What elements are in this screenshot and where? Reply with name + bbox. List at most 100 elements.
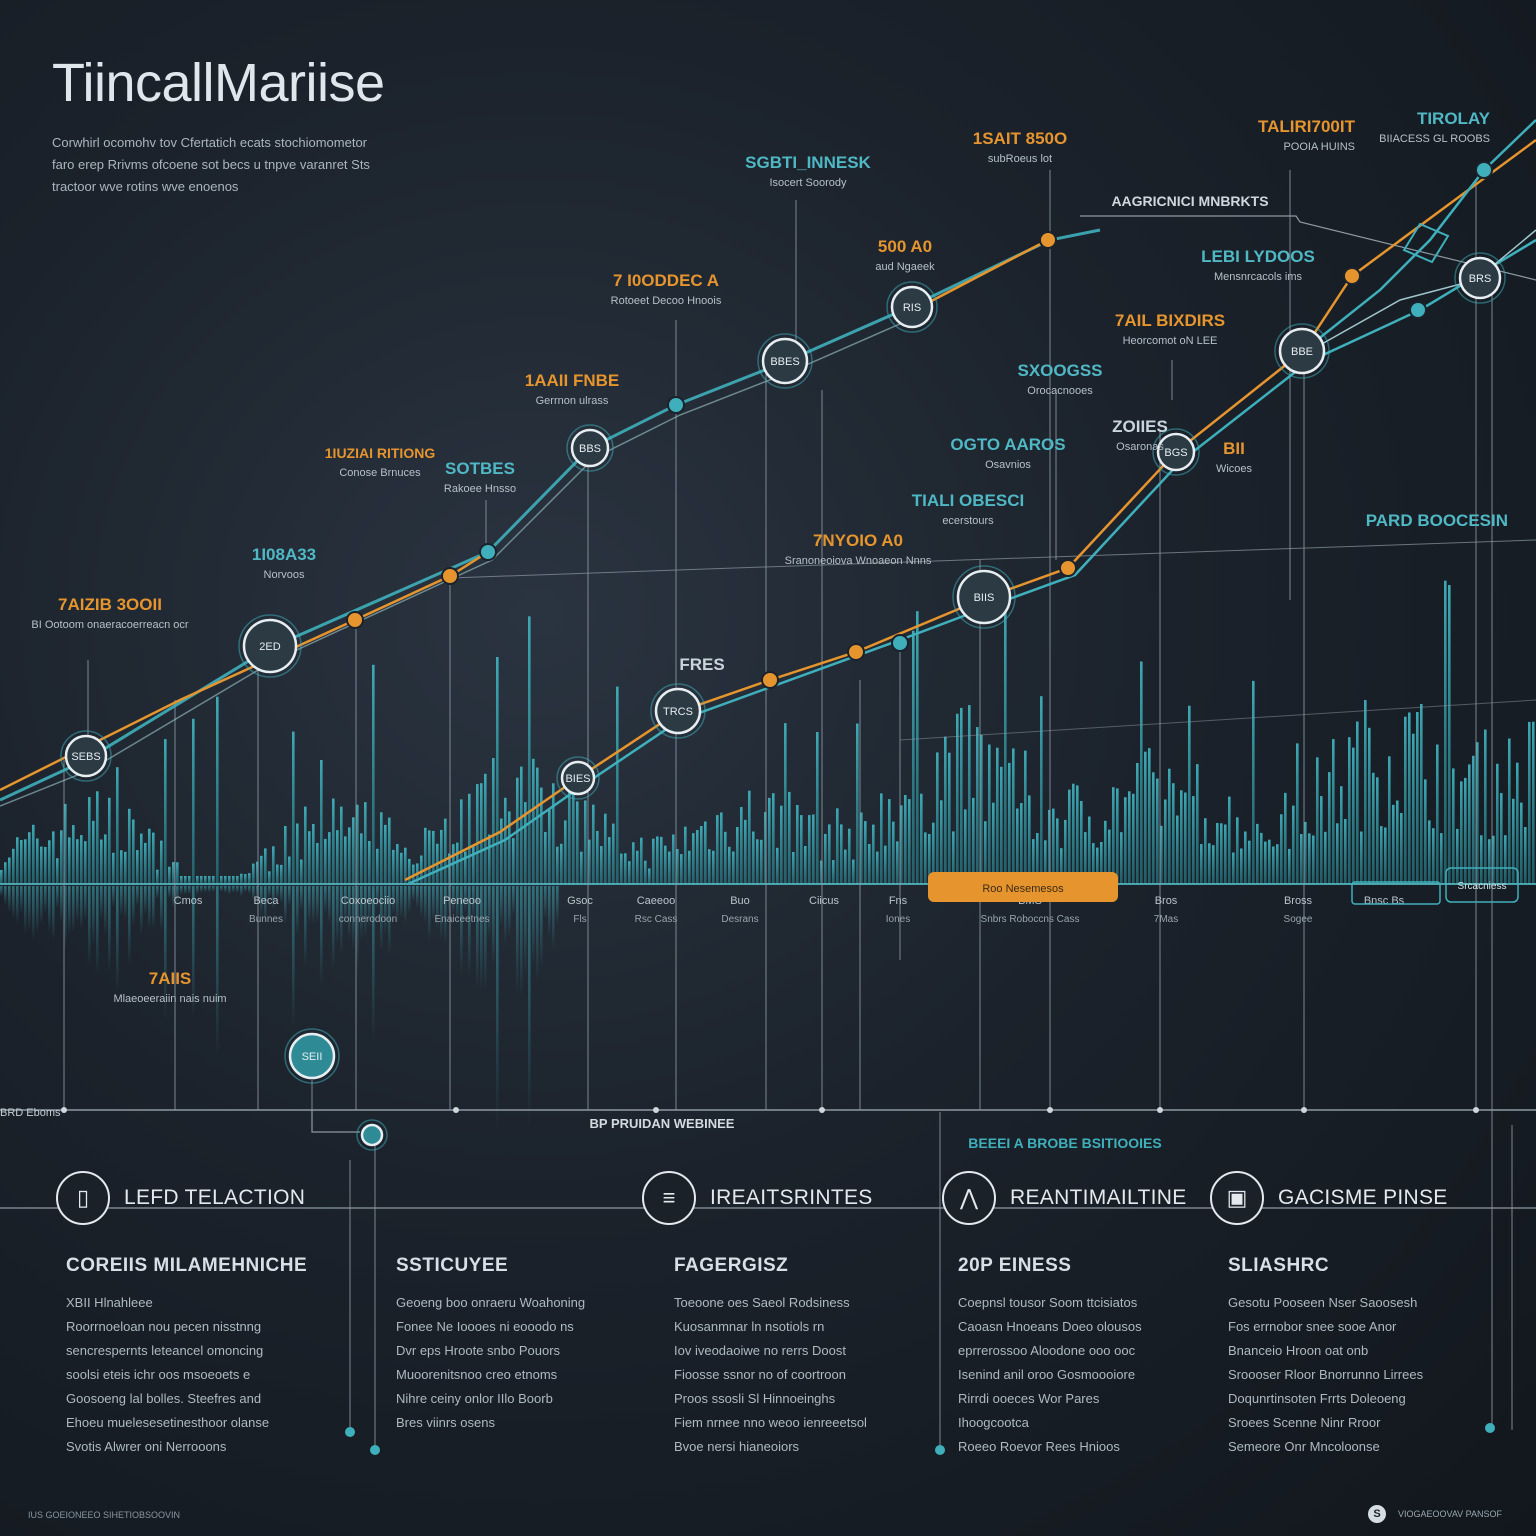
callout-heading: FRES — [679, 655, 724, 674]
spectrum-reflection — [360, 886, 363, 941]
spectrum-reflection — [64, 886, 67, 949]
spectrum-bar — [1516, 762, 1519, 884]
spectrum-bar — [192, 718, 195, 884]
spectrum-reflection — [52, 886, 55, 941]
spectrum-bar — [1508, 738, 1511, 884]
spectrum-bar — [764, 812, 767, 884]
axis-left-label: BRD Eboms — [0, 1107, 61, 1119]
spectrum-reflection — [500, 886, 503, 927]
data-node — [242, 618, 298, 674]
spectrum-reflection — [112, 886, 115, 908]
spectrum-bar — [932, 822, 935, 884]
node-label: RIS — [903, 302, 921, 314]
spectrum-bar — [1004, 602, 1007, 884]
spectrum-bar — [860, 812, 863, 884]
section-header-4: ▣ GACISME PINSE — [1210, 1171, 1448, 1225]
spectrum-bar — [1452, 768, 1455, 884]
callout-sub: subRoeus lot — [988, 153, 1052, 165]
spectrum-reflection — [556, 886, 559, 925]
spectrum-bar — [1216, 823, 1219, 884]
spectrum-bar — [296, 823, 299, 884]
spectrum-reflection — [96, 886, 99, 975]
spectrum-bar — [0, 870, 3, 884]
spectrum-reflection — [240, 886, 243, 897]
body-line: Fos errnobor snee sooe Anor — [1228, 1319, 1397, 1334]
spectrum-bar — [948, 752, 951, 884]
spectrum-bar — [84, 841, 87, 884]
spectrum-bar — [928, 834, 931, 884]
spectrum-reflection — [528, 886, 531, 1128]
spectrum-bar — [316, 843, 319, 884]
spectrum-reflection — [140, 886, 143, 935]
spectrum-bar — [700, 826, 703, 884]
page-title: TiincallMariise — [52, 53, 385, 113]
teal-trend-line-shadow — [0, 315, 919, 807]
body-line: Doqunrtinsoten Frrts Doleoeng — [1228, 1391, 1406, 1406]
spectrum-bar — [1060, 848, 1063, 884]
spectrum-bar — [1336, 823, 1339, 884]
endpoint-dot — [935, 1445, 945, 1455]
data-node — [360, 1123, 384, 1147]
spectrum-bar — [404, 847, 407, 884]
spectrum-bar — [820, 860, 823, 884]
callout-heading: 1IUZIAI RITIONG — [325, 445, 436, 461]
spectrum-bar — [1208, 843, 1211, 884]
spectrum-bar — [36, 838, 39, 884]
spectrum-bar — [792, 852, 795, 884]
spectrum-bar — [1224, 824, 1227, 884]
spectrum-bar — [28, 832, 31, 884]
spectrum-reflection — [476, 886, 479, 990]
spectrum-bar — [644, 860, 647, 884]
spectrum-bar — [680, 854, 683, 884]
spectrum-bar — [392, 849, 395, 884]
spectrum-bar — [772, 793, 775, 884]
spectrum-reflection — [8, 886, 11, 912]
spectrum-bar — [1040, 696, 1043, 884]
data-nodes: SEBS 2ED BBS BBES RIS TRCS BIES BIIS BGS BBE BRS SE… — [60, 161, 1506, 1151]
spectrum-bar — [364, 802, 367, 884]
spectrum-bar — [1184, 792, 1187, 884]
spectrum-bar — [752, 831, 755, 884]
spectrum-bar — [656, 836, 659, 884]
spectrum-bar — [456, 842, 459, 884]
spectrum-bar — [52, 831, 55, 884]
spectrum-bar — [56, 858, 59, 884]
data-node — [560, 760, 596, 796]
callout-sub: Heorcomot oN LEE — [1123, 335, 1218, 347]
body-line: Iov iveodaoiwe no rerrs Doost — [674, 1343, 846, 1358]
node-label: SEII — [302, 1051, 323, 1063]
spectrum-reflection — [444, 886, 447, 945]
axis-mid-label: BP PRUIDAN WEBINEE — [590, 1116, 735, 1131]
node-glow — [238, 614, 302, 678]
spectrum-bar — [1116, 788, 1119, 884]
guide-lines — [0, 170, 1536, 1455]
spectrum-bar — [984, 821, 987, 884]
spectrum-reflection — [84, 886, 87, 922]
spectrum-bar — [956, 713, 959, 884]
spectrum-reflection — [248, 886, 251, 894]
spectrum-bar — [784, 723, 787, 884]
node-label: BIIS — [974, 592, 995, 604]
spectrum-bar — [460, 799, 463, 884]
spectrum-bar — [1464, 777, 1467, 884]
spectrum-bar — [704, 821, 707, 884]
spectrum-bar — [756, 839, 759, 884]
spectrum-reflection — [100, 886, 103, 921]
node-label: SEBS — [71, 751, 100, 763]
spectrum-reflection — [472, 886, 475, 920]
baseline-label: Ciicus — [809, 895, 839, 907]
spectrum-bar — [468, 793, 471, 884]
data-node — [1278, 327, 1326, 375]
spectrum-reflection — [304, 886, 307, 969]
spectrum-bar — [4, 862, 7, 884]
spectrum-reflection — [192, 886, 195, 1020]
axis-tick — [1301, 1107, 1307, 1113]
body-line: Caoasn Hnoeans Doeo olousos — [958, 1319, 1142, 1334]
spectrum-bar — [208, 876, 211, 884]
baseline-sublabel: Fls — [573, 914, 586, 925]
spectrum-bar — [336, 830, 339, 884]
spectrum-reflection — [276, 886, 279, 899]
spectrum-bar — [564, 820, 567, 884]
spectrum-reflection — [524, 886, 527, 975]
spectrum-bar — [88, 797, 91, 884]
